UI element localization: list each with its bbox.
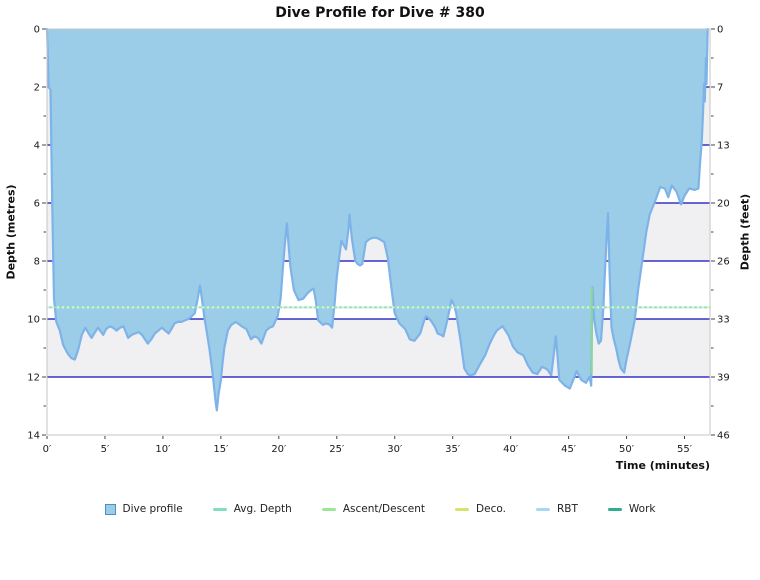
x-tick-label: 10′ [155,444,171,455]
x-tick-label: 35′ [445,444,461,455]
x-tick-label: 0′ [43,444,52,455]
legend-item: Avg. Depth [212,503,292,515]
legend-item: Ascent/Descent [321,503,426,515]
x-tick-label: 5′ [101,444,110,455]
legend-label: Avg. Depth [233,503,292,515]
legend-label: Ascent/Descent [342,503,426,515]
y_right-tick-label: 39 [717,373,730,384]
legend-item: Deco. [455,503,506,515]
plot-border [46,28,711,436]
y_right-tick-label: 33 [717,315,730,326]
y_right-tick-label: 26 [717,257,730,268]
legend-item: RBT [535,503,578,515]
legend-swatch [535,507,550,511]
legend-swatch [212,507,227,511]
x-tick-label: 30′ [387,444,403,455]
legend-swatch [321,507,336,511]
x-tick-label: 25′ [329,444,345,455]
y_right-tick-label: 7 [717,83,723,94]
legend-label: Dive profile [122,503,183,515]
y_right-tick-label: 0 [717,25,723,36]
x-tick-label: 45′ [561,444,577,455]
dive-profile-area [47,29,708,411]
legend-swatch [607,507,622,511]
legend-swatch [104,503,116,515]
y_left-tick-label: 2 [34,83,40,94]
legend-swatch [455,507,470,511]
y_left-tick-label: 8 [34,257,40,268]
chart-title: Dive Profile for Dive # 380 [275,5,485,21]
x-tick-label: 50′ [619,444,635,455]
legend-label: Deco. [476,503,506,515]
y_right-tick-label: 46 [717,431,730,442]
legend-item: Dive profile [104,503,183,515]
y-axis-title-feet: Depth (feet) [738,193,752,271]
legend: Dive profile Avg. Depth Ascent/Descent Deco… [0,503,760,515]
y_left-tick-label: 0 [34,25,40,36]
x-tick-label: 55′ [677,444,693,455]
y_left-tick-label: 14 [27,431,40,442]
y_left-tick-label: 10 [27,315,40,326]
y_right-tick-label: 13 [717,141,730,152]
y-axis-title-metres: Depth (metres) [4,184,18,280]
legend-item: Work [607,503,656,515]
x-tick-label: 20′ [271,444,287,455]
x-tick-label: 40′ [503,444,519,455]
y_left-tick-label: 4 [34,141,40,152]
y_right-tick-label: 20 [717,199,730,210]
x-tick-label: 15′ [213,444,229,455]
y_left-tick-label: 12 [27,373,40,384]
y_left-tick-label: 6 [34,199,40,210]
legend-label: Work [628,503,656,515]
x-axis-title: Time (minutes) [615,459,710,472]
dive-profile-line [45,27,709,412]
legend-label: RBT [556,503,578,515]
